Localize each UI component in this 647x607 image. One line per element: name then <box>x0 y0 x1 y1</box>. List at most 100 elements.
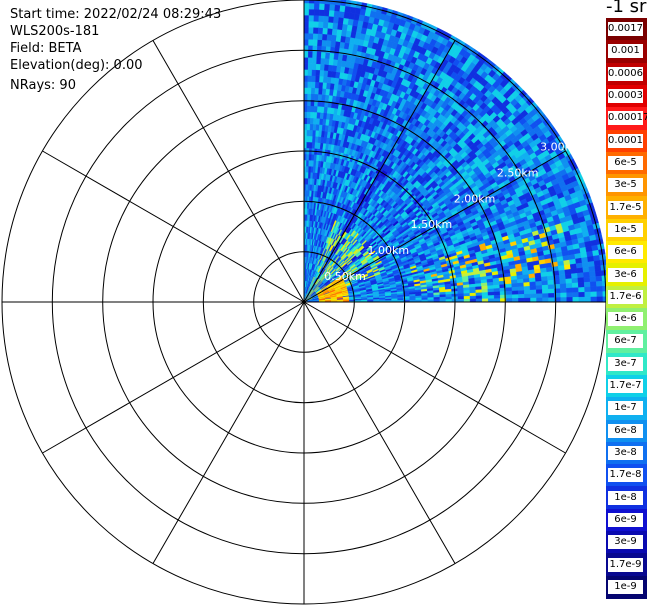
beta-cell <box>518 297 525 303</box>
beta-cell <box>320 51 327 59</box>
beta-cell <box>427 297 435 301</box>
colorbar-label: 1e-6 <box>608 312 643 327</box>
beta-cell <box>589 276 597 283</box>
beta-cell <box>315 69 321 77</box>
beta-cell <box>540 271 548 278</box>
beta-cell <box>536 297 543 303</box>
scan-info: Start time: 2022/02/24 08:29:43 WLS200s-… <box>10 6 221 94</box>
beta-cell <box>308 8 315 16</box>
beta-cell <box>547 275 554 281</box>
beta-cell <box>572 287 579 293</box>
beta-cell <box>548 297 555 303</box>
beta-cell <box>323 9 330 17</box>
beta-cell <box>309 123 314 131</box>
colorbar-label: 1.7e-5 <box>608 200 643 215</box>
beta-cell <box>590 296 598 303</box>
range-ring-label: 2.00km <box>454 192 496 205</box>
beta-cell <box>303 57 309 64</box>
beta-cell <box>493 294 501 299</box>
beta-cell <box>325 52 331 59</box>
beta-cell <box>306 159 310 167</box>
beta-cell <box>542 297 549 303</box>
colorbar-label: 0.001 <box>608 44 643 59</box>
beta-cell <box>583 276 591 283</box>
beta-cell <box>577 272 585 279</box>
beta-cell <box>326 34 333 41</box>
beta-cell <box>523 289 531 295</box>
beta-cell <box>319 75 324 83</box>
beta-cell <box>312 39 318 46</box>
beta-cell <box>313 105 318 113</box>
colorbar-label: 0.00017 <box>608 111 647 126</box>
beta-cell <box>494 298 501 303</box>
beta-cell <box>306 129 311 137</box>
beta-cell <box>303 81 309 88</box>
colorbar-label: 3e-5 <box>608 178 643 193</box>
beta-cell <box>565 273 572 280</box>
station-text: WLS200s-181 <box>10 24 100 39</box>
beta-cell <box>475 289 483 294</box>
beta-cell <box>303 75 309 82</box>
beta-cell <box>530 297 537 303</box>
beta-cell <box>332 22 339 30</box>
beta-cell <box>303 69 309 76</box>
beta-cell <box>303 39 309 46</box>
beta-cell <box>463 290 471 294</box>
colorbar-label: 1e-8 <box>608 490 643 505</box>
beta-cell <box>578 296 586 303</box>
beta-cell <box>320 57 326 65</box>
beta-cell <box>328 15 335 23</box>
colorbar-label: 6e-8 <box>608 423 643 438</box>
beta-cell <box>318 9 325 17</box>
beta-cell <box>560 292 567 298</box>
beta-cell <box>463 295 471 300</box>
beta-cell <box>487 295 495 299</box>
beta-cell <box>584 296 592 303</box>
beta-cell <box>312 57 318 64</box>
beta-cell <box>308 20 315 28</box>
beta-cell <box>560 297 567 303</box>
beta-cell <box>309 135 313 143</box>
beta-cell <box>322 27 329 35</box>
beta-cell <box>311 87 316 95</box>
beta-cell <box>590 286 597 293</box>
beta-cell <box>542 293 549 299</box>
beta-cell <box>328 9 335 17</box>
beta-cell <box>316 51 322 59</box>
beta-cell <box>333 10 340 18</box>
beta-cell <box>588 266 596 273</box>
beta-cell <box>318 15 325 23</box>
beta-cell <box>314 93 319 101</box>
colorbar-label: 1e-9 <box>608 579 643 594</box>
beta-cell <box>576 267 584 274</box>
colorbar-label: 1.7e-7 <box>608 379 643 394</box>
beta-cell <box>307 69 313 76</box>
colorbar-label: 6e-9 <box>608 512 643 527</box>
beta-cell <box>565 278 573 284</box>
beta-cell <box>577 277 585 284</box>
beta-cell <box>317 39 323 47</box>
beta-cell <box>517 286 525 291</box>
beta-cell <box>306 141 310 149</box>
colorbar-label: 6e-7 <box>608 334 643 349</box>
beta-cell <box>547 284 555 290</box>
beta-cell <box>310 111 315 119</box>
colorbar-label: 1.7e-6 <box>608 289 643 304</box>
beta-cell <box>505 283 513 289</box>
range-ring-label: 1.00km <box>368 244 410 257</box>
beta-cell <box>445 294 453 298</box>
beta-cell <box>584 286 591 293</box>
beta-cell <box>535 276 542 282</box>
beta-cell <box>523 285 531 291</box>
beta-cell <box>587 261 595 268</box>
beta-cell <box>559 278 567 285</box>
nrays-text: NRays: 90 <box>10 78 76 93</box>
beta-cell <box>469 295 477 300</box>
beta-cell <box>481 295 489 300</box>
beta-cell <box>439 296 447 300</box>
beta-cell <box>593 260 601 267</box>
beta-cell <box>303 33 309 40</box>
beta-cell <box>463 293 471 297</box>
beta-cell <box>548 288 555 294</box>
beta-cell <box>307 75 313 82</box>
